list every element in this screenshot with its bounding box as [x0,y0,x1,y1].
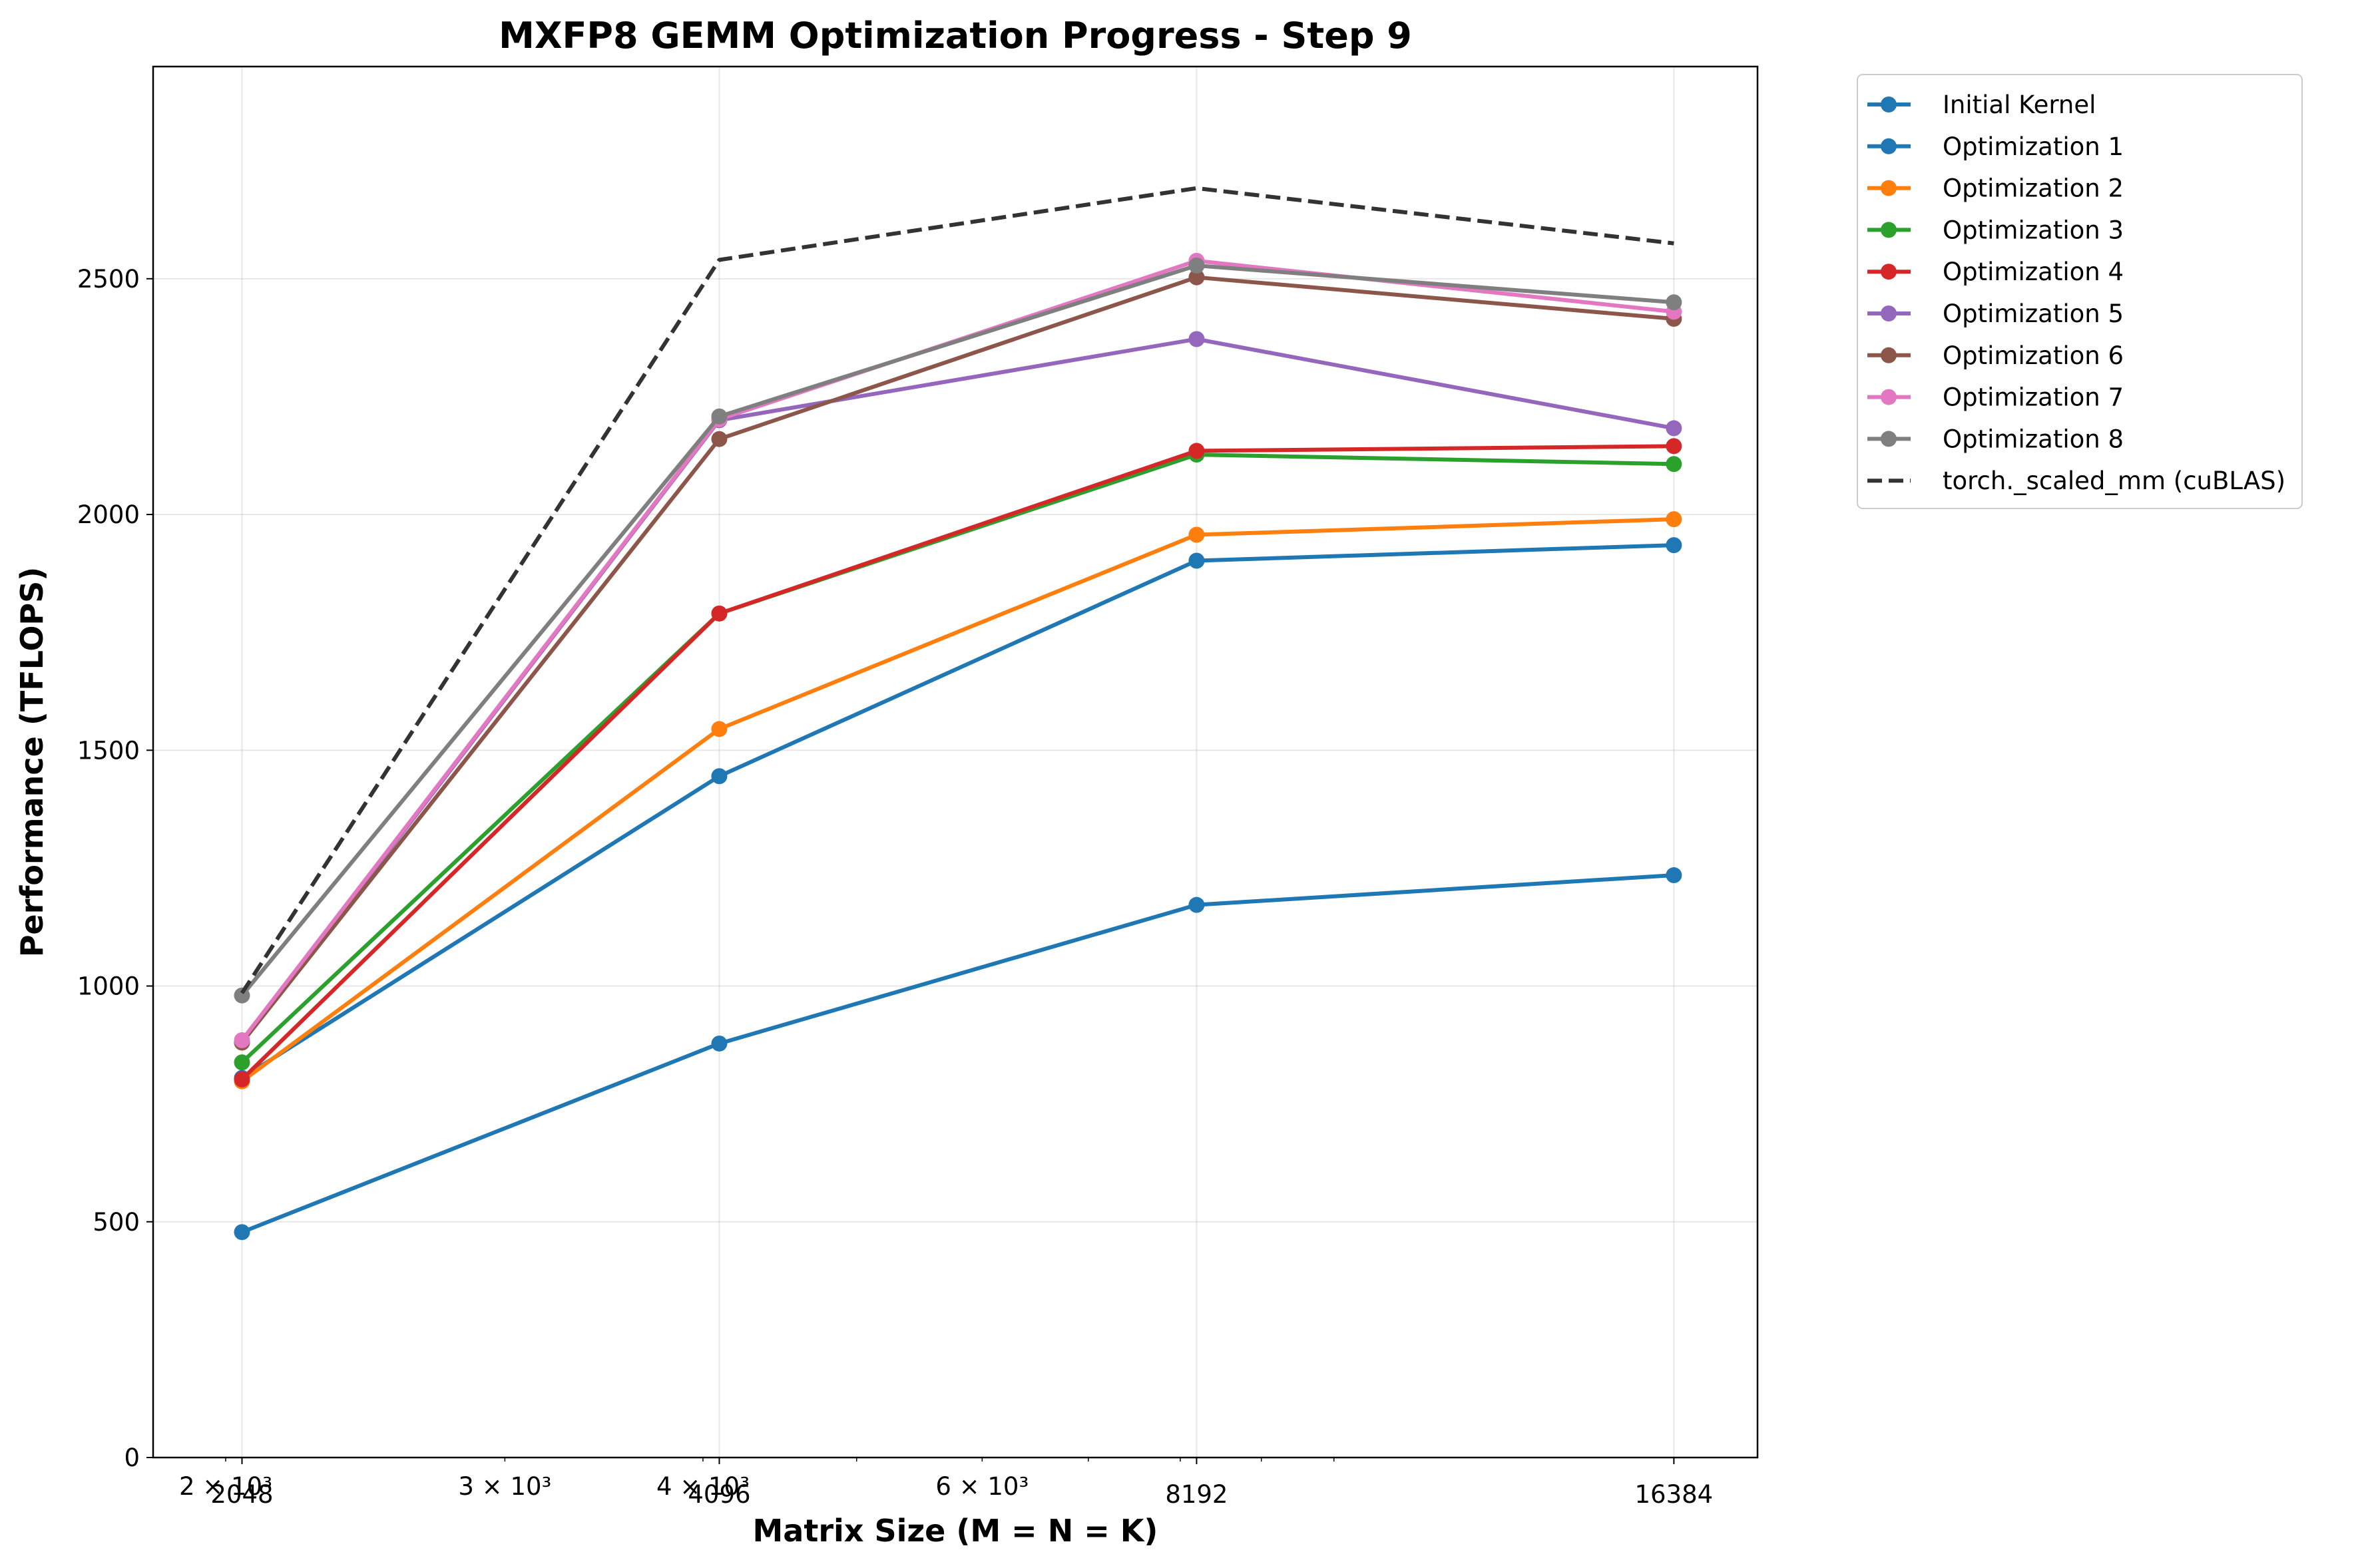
legend-item: Optimization 1 [1867,132,2124,161]
legend-label: Optimization 6 [1943,341,2124,370]
legend-label: Optimization 5 [1943,299,2124,328]
legend-item: Optimization 7 [1867,383,2124,412]
x-axis-label: Matrix Size (M = N = K) [753,1513,1158,1549]
x-tick-label: 8192 [1165,1480,1228,1509]
chart-title: MXFP8 GEMM Optimization Progress - Step … [499,15,1412,57]
legend-label: Optimization 3 [1943,216,2124,244]
data-point [1188,443,1205,459]
legend-label: Initial Kernel [1943,91,2096,119]
y-tick-label: 0 [124,1444,140,1472]
x-tick-label: 3 × 10³ [458,1472,551,1501]
data-point [1666,420,1682,437]
data-point [1188,526,1205,543]
legend-label: Optimization 7 [1943,383,2124,412]
data-point [234,1224,250,1241]
series-3 [234,447,1682,1071]
legend-item: Optimization 2 [1867,174,2124,203]
y-tick-label: 1500 [77,736,140,765]
data-point [711,768,728,785]
series-line [241,873,1674,1235]
data-point [1188,269,1205,286]
legend-item: Optimization 8 [1867,425,2124,453]
legend-label: Optimization 8 [1943,425,2124,453]
legend-swatch-marker [1881,264,1897,280]
legend-swatch-marker [1881,347,1897,363]
series-line [240,186,1674,994]
series-line [240,517,1674,1083]
y-tick-label: 2000 [77,500,140,529]
legend-frame [1857,74,2303,509]
legend-label: torch._scaled_mm (cuBLAS) [1943,467,2285,495]
x-tick-label: 2048 [210,1480,273,1509]
y-tick-label: 2500 [77,265,140,294]
y-axis-label: Performance (TFLOPS) [14,567,50,958]
legend: Initial Kernel Optimization 1 Optimization… [1857,74,2303,509]
legend-swatch-marker [1881,305,1897,321]
legend-item: Optimization 5 [1867,299,2124,328]
legend-swatch-marker [1881,222,1897,238]
legend-swatch-marker [1881,97,1897,112]
legend-item: torch._scaled_mm (cuBLAS) [1867,467,2285,495]
y-tick-label: 500 [93,1208,140,1237]
grid-lines [153,67,1758,1458]
data-point [1188,552,1205,569]
data-point [1666,456,1682,473]
series-6 [234,269,1682,1051]
legend-item: Optimization 3 [1867,216,2124,244]
x-tick-label: 6 × 10³ [935,1472,1029,1501]
data-point [711,431,728,447]
x-tick-label: 4096 [688,1480,750,1509]
series-9 [240,186,1674,994]
legend-swatch-marker [1881,389,1897,405]
data-point [234,1071,250,1087]
legend-label: Optimization 2 [1943,174,2124,203]
data-point [711,1035,728,1052]
data-point [1666,438,1682,455]
series-line [240,275,1674,1044]
series-2 [234,511,1682,1089]
data-point [1188,331,1205,347]
data-point [234,987,250,1004]
legend-swatch-marker [1881,180,1897,196]
data-point [711,721,728,737]
series-0 [234,867,1682,1241]
legend-swatch-marker [1881,138,1897,154]
data-point [234,1054,250,1071]
legend-item: Optimization 4 [1867,258,2124,286]
legend-swatch-marker [1881,431,1897,447]
x-tick-label: 4 × 10³ [656,1472,750,1501]
data-point [1188,896,1205,913]
legend-label: Optimization 4 [1943,258,2124,286]
series-1 [234,537,1682,1086]
data-point [234,1032,250,1048]
data-point [1666,537,1682,554]
series-line [240,543,1674,1080]
series-4 [234,438,1682,1087]
series-5 [234,331,1682,1050]
data-point [1666,511,1682,528]
series-line [240,444,1674,1081]
series-line [240,263,1674,997]
data-point [1666,867,1682,884]
y-axis-ticks: 0 500 1000 1500 2000 2500 [77,265,153,1472]
legend-item: Optimization 6 [1867,341,2124,370]
x-tick-label: 2 × 10³ [179,1472,272,1501]
data-point [711,605,728,622]
legend-item: Initial Kernel [1867,91,2096,119]
data-point [1188,257,1205,274]
y-tick-label: 1000 [77,972,140,1001]
x-tick-label: 16384 [1635,1480,1714,1509]
series-layer [234,186,1682,1241]
data-point [1666,294,1682,311]
plot-frame [152,65,1759,1459]
series-line [240,337,1674,1043]
legend-label: Optimization 1 [1943,132,2124,161]
series-8 [234,257,1682,1004]
data-point [711,408,728,425]
